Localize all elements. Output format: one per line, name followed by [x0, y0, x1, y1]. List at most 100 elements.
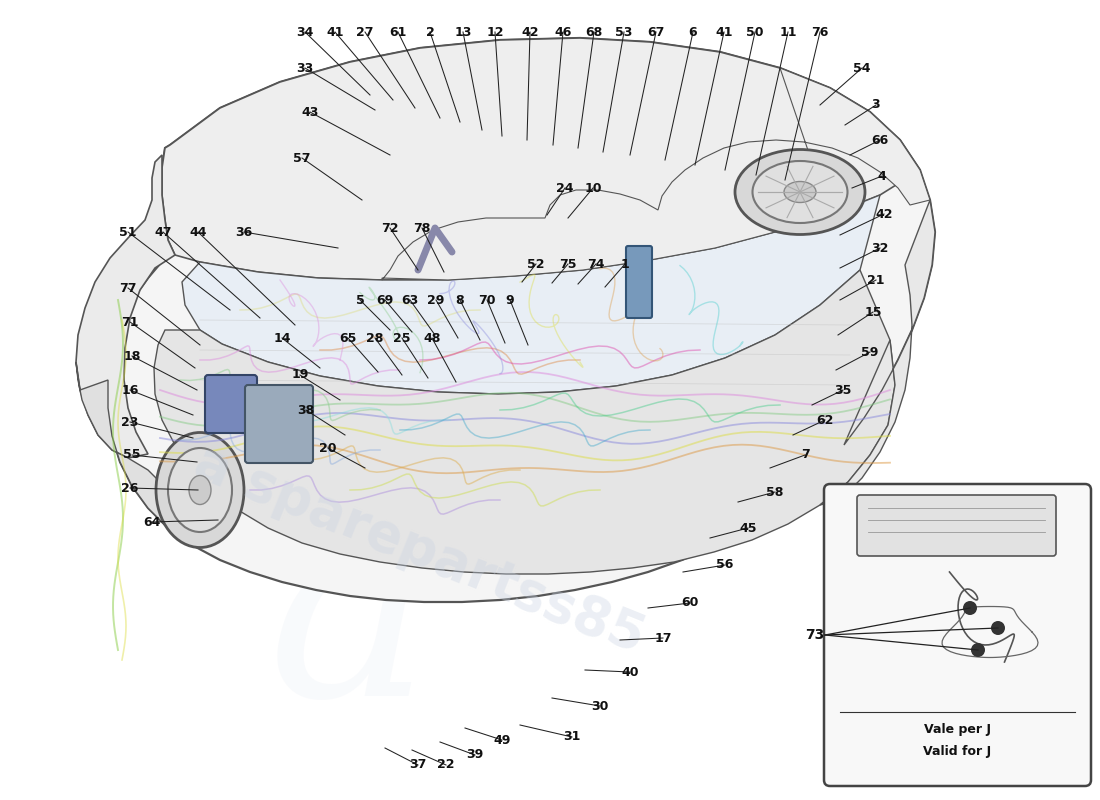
Text: 49: 49: [493, 734, 510, 746]
Text: 76: 76: [812, 26, 828, 38]
Text: 61: 61: [389, 26, 407, 38]
Polygon shape: [382, 68, 930, 280]
Circle shape: [971, 643, 984, 657]
Text: 62: 62: [816, 414, 834, 426]
Text: 43: 43: [301, 106, 319, 118]
Text: a sparepartss85: a sparepartss85: [187, 436, 652, 664]
Text: 17: 17: [654, 631, 672, 645]
Text: 45: 45: [739, 522, 757, 534]
Text: 48: 48: [424, 331, 441, 345]
Text: Vale per J: Vale per J: [924, 723, 990, 737]
Text: 73: 73: [861, 554, 879, 566]
Text: 25: 25: [394, 331, 410, 345]
Polygon shape: [76, 155, 175, 458]
Text: 36: 36: [235, 226, 253, 238]
Text: 66: 66: [871, 134, 889, 146]
Polygon shape: [820, 200, 935, 505]
Text: 55: 55: [123, 449, 141, 462]
FancyBboxPatch shape: [824, 484, 1091, 786]
Text: 44: 44: [189, 226, 207, 238]
FancyBboxPatch shape: [245, 385, 314, 463]
Text: 22: 22: [438, 758, 454, 771]
Text: 42: 42: [876, 207, 893, 221]
Text: 10: 10: [584, 182, 602, 194]
Text: 70: 70: [478, 294, 496, 306]
Text: 14: 14: [273, 331, 290, 345]
Text: 28: 28: [366, 331, 384, 345]
Text: 11: 11: [779, 26, 796, 38]
Circle shape: [962, 601, 977, 615]
Text: 3: 3: [871, 98, 880, 111]
Text: 27: 27: [356, 26, 374, 38]
Text: 20: 20: [319, 442, 337, 454]
Text: 53: 53: [615, 26, 632, 38]
Text: 73: 73: [805, 628, 825, 642]
Text: 40: 40: [621, 666, 639, 678]
Text: 52: 52: [527, 258, 544, 270]
Text: 32: 32: [871, 242, 889, 254]
Text: 37: 37: [409, 758, 427, 771]
Text: 69: 69: [376, 294, 394, 306]
Text: 35: 35: [834, 383, 851, 397]
Text: 1: 1: [620, 258, 629, 270]
Ellipse shape: [735, 150, 865, 234]
FancyBboxPatch shape: [857, 495, 1056, 556]
Text: 56: 56: [716, 558, 734, 571]
Polygon shape: [76, 362, 195, 545]
Text: 74: 74: [587, 258, 605, 270]
Polygon shape: [162, 38, 920, 280]
Text: 8: 8: [455, 294, 464, 306]
Text: 57: 57: [294, 151, 310, 165]
Text: 13: 13: [454, 26, 472, 38]
Text: 63: 63: [402, 294, 419, 306]
FancyBboxPatch shape: [205, 375, 257, 433]
Text: 19: 19: [292, 369, 309, 382]
Text: 41: 41: [715, 26, 733, 38]
Text: 46: 46: [554, 26, 572, 38]
Text: 18: 18: [123, 350, 141, 362]
Text: 77: 77: [119, 282, 136, 294]
Text: 54: 54: [854, 62, 871, 74]
Text: 72: 72: [382, 222, 398, 234]
Text: 16: 16: [121, 383, 139, 397]
Text: 34: 34: [296, 26, 314, 38]
Text: 15: 15: [865, 306, 882, 318]
Text: 71: 71: [121, 315, 139, 329]
Text: 65: 65: [339, 331, 356, 345]
Text: 39: 39: [466, 749, 484, 762]
Text: 47: 47: [154, 226, 172, 238]
Text: 58: 58: [767, 486, 783, 498]
Circle shape: [991, 621, 1005, 635]
Text: 68: 68: [585, 26, 603, 38]
Text: 41: 41: [327, 26, 343, 38]
FancyBboxPatch shape: [626, 246, 652, 318]
Text: 12: 12: [486, 26, 504, 38]
Text: 38: 38: [297, 403, 315, 417]
Text: 78: 78: [414, 222, 431, 234]
Text: 60: 60: [681, 597, 698, 610]
Text: 24: 24: [557, 182, 574, 194]
Text: 2: 2: [426, 26, 434, 38]
Text: 23: 23: [121, 415, 139, 429]
Text: 33: 33: [296, 62, 314, 74]
Ellipse shape: [784, 182, 816, 202]
Text: 26: 26: [121, 482, 139, 494]
Text: Valid for J: Valid for J: [923, 746, 991, 758]
Text: 51: 51: [119, 226, 136, 238]
Text: 29: 29: [427, 294, 444, 306]
Text: 6: 6: [689, 26, 697, 38]
Ellipse shape: [156, 433, 244, 547]
Text: 21: 21: [867, 274, 884, 286]
Text: 5: 5: [355, 294, 364, 306]
Text: 67: 67: [647, 26, 664, 38]
Text: 59: 59: [861, 346, 879, 358]
Text: 31: 31: [563, 730, 581, 743]
Text: 9: 9: [506, 294, 515, 306]
Text: 7: 7: [801, 449, 810, 462]
Text: 50: 50: [746, 26, 763, 38]
Polygon shape: [154, 270, 895, 574]
Ellipse shape: [752, 161, 847, 223]
Text: 42: 42: [521, 26, 539, 38]
Ellipse shape: [168, 448, 232, 532]
Text: a: a: [267, 486, 432, 754]
